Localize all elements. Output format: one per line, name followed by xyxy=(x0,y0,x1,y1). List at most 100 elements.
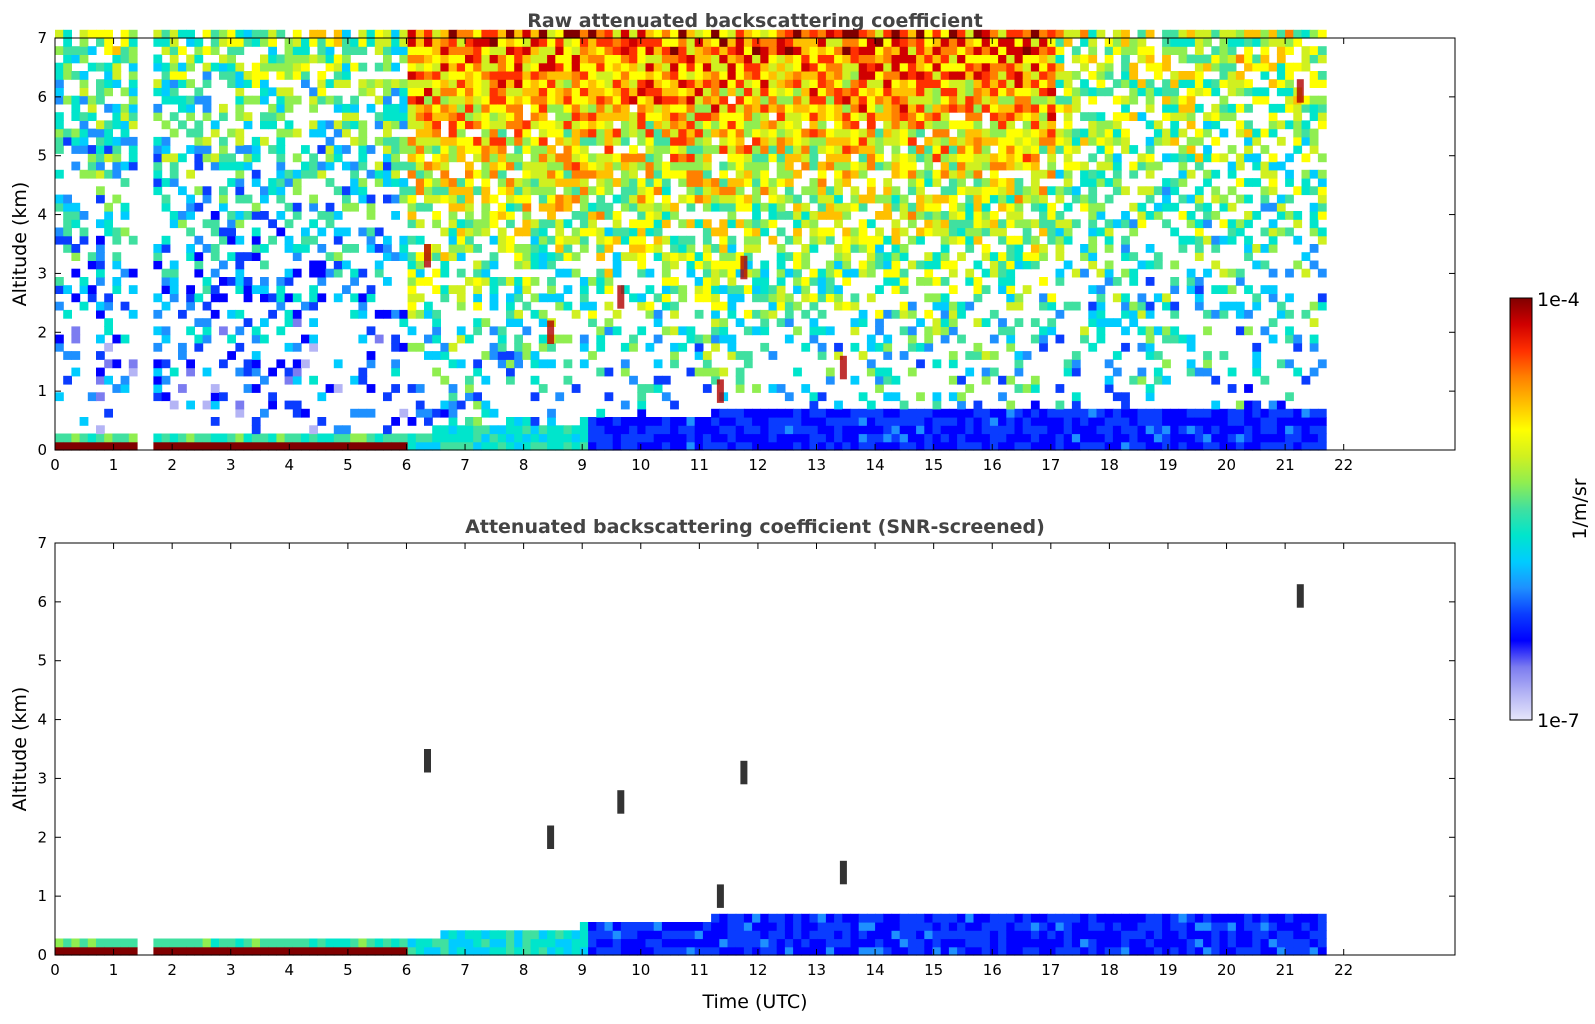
heatmap-cell xyxy=(522,203,531,212)
heatmap-cell xyxy=(892,434,901,443)
heatmap-cell xyxy=(547,277,556,286)
heatmap-cell xyxy=(399,87,408,96)
heatmap-cell xyxy=(769,293,778,302)
heatmap-cell xyxy=(859,96,868,105)
heatmap-cell xyxy=(826,137,835,146)
heatmap-cell xyxy=(924,252,933,261)
heatmap-cell xyxy=(416,162,425,171)
heatmap-cell xyxy=(383,96,392,105)
heatmap-cell xyxy=(391,170,400,179)
heatmap-cell xyxy=(375,162,384,171)
heatmap-cell xyxy=(654,211,663,220)
heatmap-cell xyxy=(662,392,671,401)
heatmap-cell xyxy=(662,112,671,121)
heatmap-cell xyxy=(555,195,564,204)
heatmap-cell xyxy=(121,120,130,129)
heatmap-cell xyxy=(490,120,499,129)
heatmap-cell xyxy=(605,170,614,179)
heatmap-cell xyxy=(80,442,89,451)
heatmap-cell xyxy=(818,228,827,237)
heatmap-cell xyxy=(1006,120,1015,129)
heatmap-cell xyxy=(777,269,786,278)
heatmap-cell xyxy=(1252,96,1261,105)
heatmap-cell xyxy=(1113,351,1122,360)
heatmap-cell xyxy=(818,211,827,220)
heatmap-cell xyxy=(1211,120,1220,129)
heatmap-cell xyxy=(965,236,974,245)
heatmap-cell xyxy=(1015,71,1024,80)
heatmap-cell xyxy=(514,120,523,129)
heatmap-cell xyxy=(818,417,827,426)
heatmap-cell xyxy=(399,310,408,319)
heatmap-cell xyxy=(596,30,605,39)
heatmap-cell xyxy=(276,302,285,311)
heatmap-cell xyxy=(695,137,704,146)
heatmap-cell xyxy=(498,186,507,195)
panel-raw-title: Raw attenuated backscattering coefficien… xyxy=(527,10,983,32)
heatmap-cell xyxy=(728,55,737,64)
heatmap-cell xyxy=(1302,30,1311,39)
heatmap-cell xyxy=(1097,318,1106,327)
heatmap-cell xyxy=(695,219,704,228)
heatmap-cell xyxy=(203,302,212,311)
heatmap-cell xyxy=(121,112,130,121)
heatmap-cell xyxy=(203,195,212,204)
heatmap-cell xyxy=(203,244,212,253)
heatmap-cell xyxy=(186,129,195,138)
heatmap-cell xyxy=(933,55,942,64)
heatmap-cell xyxy=(719,186,728,195)
heatmap-cell xyxy=(974,343,983,352)
heatmap-cell xyxy=(1220,285,1229,294)
heatmap-cell xyxy=(334,96,343,105)
heatmap-cell xyxy=(916,153,925,162)
heatmap-cell xyxy=(637,38,646,47)
heatmap-cell xyxy=(408,112,417,121)
heatmap-cell xyxy=(342,79,351,88)
heatmap-cell xyxy=(1244,137,1253,146)
heatmap-cell xyxy=(1056,79,1065,88)
heatmap-cell xyxy=(974,104,983,113)
heatmap-cell xyxy=(842,63,851,72)
heatmap-cell xyxy=(276,162,285,171)
heatmap-cell xyxy=(990,162,999,171)
heatmap-cell xyxy=(252,170,261,179)
heatmap-cell xyxy=(416,343,425,352)
heatmap-cell xyxy=(547,343,556,352)
heatmap-cell xyxy=(637,409,646,418)
heatmap-cell xyxy=(162,137,171,146)
heatmap-cell xyxy=(916,211,925,220)
heatmap-cell xyxy=(621,434,630,443)
heatmap-cell xyxy=(268,434,277,443)
heatmap-cell xyxy=(416,293,425,302)
heatmap-cell xyxy=(1302,63,1311,72)
heatmap-cell xyxy=(276,434,285,443)
heatmap-cell xyxy=(1228,228,1237,237)
heatmap-cell xyxy=(342,947,351,956)
heatmap-cell xyxy=(268,236,277,245)
heatmap-cell xyxy=(613,326,622,335)
heatmap-cell xyxy=(1154,120,1163,129)
heatmap-cell xyxy=(1261,261,1270,270)
heatmap-cell xyxy=(268,401,277,410)
heatmap-cell xyxy=(112,335,121,344)
heatmap-cell xyxy=(859,351,868,360)
heatmap-cell xyxy=(1236,442,1245,451)
heatmap-cell xyxy=(1244,63,1253,72)
heatmap-cell xyxy=(654,236,663,245)
heatmap-cell xyxy=(162,63,171,72)
heatmap-cell xyxy=(1072,195,1081,204)
panel-screened-heatmap xyxy=(55,584,1327,955)
heatmap-cell xyxy=(539,228,548,237)
heatmap-cell xyxy=(1113,434,1122,443)
heatmap-cell xyxy=(687,145,696,154)
heatmap-cell xyxy=(1244,145,1253,154)
heatmap-cell xyxy=(1039,129,1048,138)
heatmap-cell xyxy=(990,211,999,220)
heatmap-cell xyxy=(1195,425,1204,434)
heatmap-cell xyxy=(342,261,351,270)
x-tick-label: 6 xyxy=(402,456,412,474)
heatmap-cell xyxy=(506,236,515,245)
heatmap-cell xyxy=(842,442,851,451)
heatmap-cell xyxy=(678,112,687,121)
heatmap-cell xyxy=(186,211,195,220)
